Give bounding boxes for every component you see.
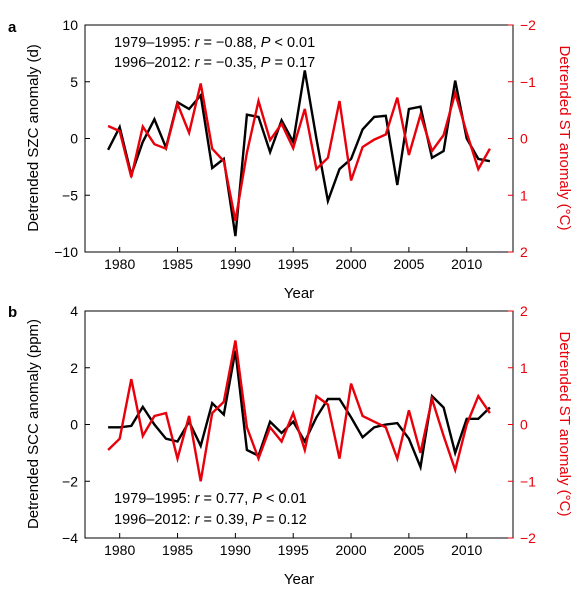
right-y-tick-label: 2 [520,303,528,319]
panel-b-right-y-ticks: 2 1 0 −1 −2 [508,303,536,546]
left-y-tick-label: 2 [70,360,78,376]
panel-a-x-axis-title: Year [284,285,314,302]
x-tick-label: 1995 [278,256,309,272]
right-y-tick-label: −2 [520,17,536,33]
panel-b-annotation-1: 1979–1995: r = 0.77, P < 0.01 [114,491,307,507]
left-y-tick-label: 0 [70,417,78,433]
panel-a-label: a [8,19,17,36]
panel-a-x-ticks: 1980 1985 1990 1995 2000 2005 2010 [104,247,483,272]
x-tick-label: 1980 [104,542,135,558]
x-tick-label: 2010 [451,256,482,272]
panel-b-right-y-axis-title: Detrended ST anomaly (°C) [556,332,573,517]
left-y-tick-label: 5 [70,74,78,90]
x-tick-label: 1990 [220,256,251,272]
x-tick-label: 2000 [335,542,366,558]
black-series-line [107,70,491,237]
x-tick-label: 2010 [451,542,482,558]
x-tick-label: 1985 [162,256,193,272]
x-tick-label: 2005 [393,256,424,272]
panel-b-series [107,340,491,482]
red-series-line [107,340,491,482]
right-y-tick-label: −1 [520,74,536,90]
panel-b: b 1980 1985 1990 1995 2000 2005 2010 4 2 0 −2 −4 2… [8,303,573,588]
right-y-tick-label: 2 [520,244,528,260]
x-tick-label: 2000 [335,256,366,272]
panel-b-label: b [8,304,17,321]
panel-a-left-y-axis-title: Detrended SZC anomaly (d) [25,44,42,232]
x-tick-label: 1995 [278,542,309,558]
panel-a-right-y-axis-title: Detrended ST anomaly (°C) [556,46,573,231]
right-y-tick-label: −1 [520,473,536,489]
left-y-tick-label: −5 [62,187,78,203]
black-series-line [108,350,491,472]
x-tick-label: 1985 [162,542,193,558]
panel-b-x-ticks: 1980 1985 1990 1995 2000 2005 2010 [104,533,483,558]
panel-a-annotation-1: 1979–1995: r = −0.88, P < 0.01 [114,35,315,51]
x-tick-label: 1990 [220,542,251,558]
x-tick-label: 2005 [393,542,424,558]
right-y-tick-label: 0 [520,417,528,433]
left-y-tick-label: 10 [62,17,78,33]
panel-a: a 1980 1985 1990 1995 2000 2005 2010 1050−5−10… [8,17,573,302]
right-y-tick-label: −2 [520,530,536,546]
panel-a-annotation-2: 1996–2012: r = −0.35, P = 0.17 [114,55,315,71]
left-y-tick-label: 0 [70,131,78,147]
right-y-tick-label: 1 [520,187,528,203]
left-y-tick-label: −2 [62,473,78,489]
panel-a-left-y-ticks: 10 5 0 −5 −10 [54,17,90,260]
red-series-line [107,83,491,222]
x-tick-label: 1980 [104,256,135,272]
panel-a-right-y-ticks: −2 −1 0 1 2 [508,17,536,260]
right-y-tick-label: 1 [520,360,528,376]
left-y-tick-label: −10 [54,244,78,260]
panel-b-left-y-axis-title: Detrended SCC anomaly (ppm) [25,319,42,529]
panel-a-series [107,70,491,237]
left-y-tick-label: 4 [70,303,78,319]
left-y-tick-label: −4 [62,530,78,546]
right-y-tick-label: 0 [520,131,528,147]
panel-b-left-y-ticks: 4 2 0 −2 −4 [62,303,90,546]
panel-b-annotation-2: 1996–2012: r = 0.39, P = 0.12 [114,512,307,528]
panel-b-x-axis-title: Year [284,571,314,588]
